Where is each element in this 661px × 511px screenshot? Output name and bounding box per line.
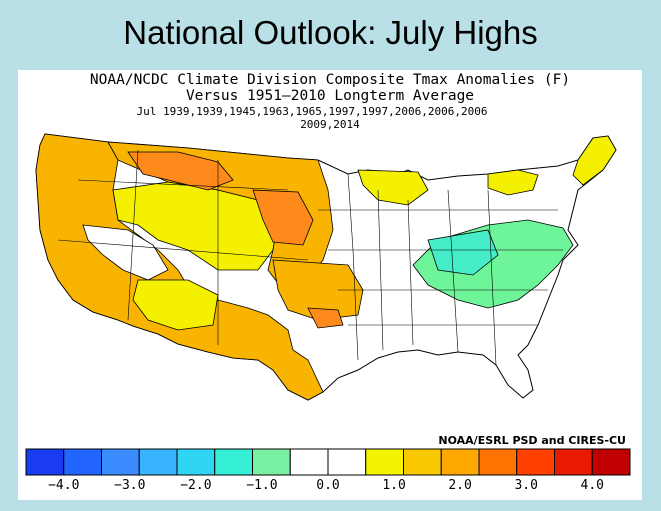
region-oklahoma-hot <box>307 307 344 329</box>
colorbar-tick-label: 4.0 <box>580 478 604 493</box>
colorbar-swatch <box>478 448 518 476</box>
map-title-line3: Jul 1939,1939,1945,1963,1965,1997,1997,2… <box>136 105 488 118</box>
colorbar-tick-label: 3.0 <box>514 478 538 493</box>
colorbar-swatch <box>214 448 253 476</box>
colorbar <box>25 448 631 476</box>
region-kentucky-cool <box>427 229 499 276</box>
colorbar-tick-label: −1.0 <box>246 478 278 493</box>
region-northeast-yellow <box>572 135 617 186</box>
colorbar-tick-label: 0.0 <box>316 478 340 493</box>
colorbar-swatch <box>25 448 65 476</box>
colorbar-swatch <box>289 448 329 476</box>
colorbar-swatch <box>591 448 631 476</box>
colorbar-swatch <box>554 448 593 476</box>
map-credit: NOAA/ESRL PSD and CIRES-CU <box>438 434 626 447</box>
colorbar-tick-label: −4.0 <box>48 478 80 493</box>
colorbar-swatch <box>440 448 480 476</box>
colorbar-swatch <box>403 448 442 476</box>
colorbar-swatch <box>138 448 178 476</box>
slide-title: National Outlook: July Highs <box>123 14 538 51</box>
colorbar-tick-label: −3.0 <box>114 478 146 493</box>
colorbar-tick-label: 1.0 <box>382 478 406 493</box>
us-anomaly-map <box>18 130 642 435</box>
colorbar-swatch <box>63 448 102 476</box>
map-title-line1: NOAA/NCDC Climate Division Composite Tma… <box>89 72 571 88</box>
colorbar-swatch <box>327 448 367 476</box>
map-title-line2: Versus 1951–2010 Longterm Average <box>185 88 475 104</box>
map-panel: NOAA/NCDC Climate Division Composite Tma… <box>18 70 642 500</box>
map-title-line4: 2009,2014 <box>300 118 360 131</box>
colorbar-tick-label: 2.0 <box>448 478 472 493</box>
colorbar-swatch <box>101 448 140 476</box>
region-arizona-yellow <box>132 279 219 331</box>
region-ny-yellow <box>487 169 539 196</box>
colorbar-swatch <box>252 448 291 476</box>
region-dakotas-hot <box>252 189 314 246</box>
colorbar-swatch <box>176 448 216 476</box>
colorbar-tick-label: −2.0 <box>180 478 212 493</box>
colorbar-swatch <box>516 448 555 476</box>
colorbar-swatch <box>365 448 404 476</box>
region-montana-hot <box>127 151 234 191</box>
division-lines <box>57 149 563 366</box>
